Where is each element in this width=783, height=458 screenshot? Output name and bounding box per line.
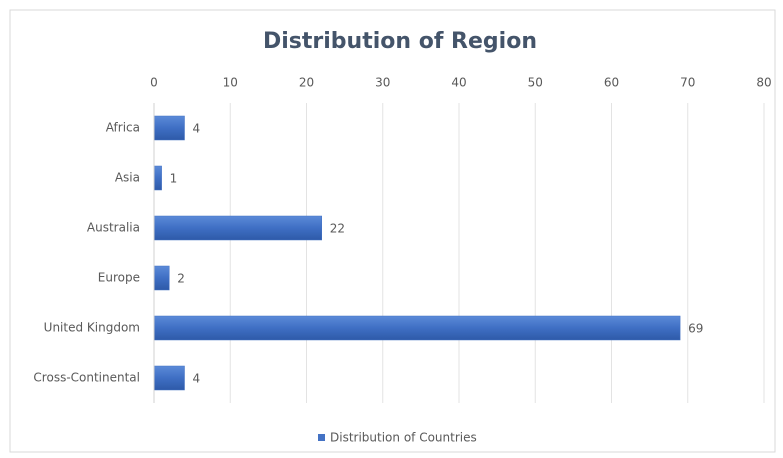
y-tick-label: Australia: [87, 221, 140, 235]
x-tick-label: 0: [150, 76, 158, 90]
data-label: 69: [688, 322, 703, 336]
bar: [153, 365, 185, 391]
bar: [153, 115, 185, 141]
bar: [153, 315, 681, 341]
y-tick-label: Europe: [98, 271, 140, 285]
legend-swatch: [318, 434, 325, 441]
data-label: 22: [330, 222, 345, 236]
y-tick-label: Africa: [106, 121, 140, 135]
x-tick-label: 60: [604, 76, 619, 90]
chart-frame: [9, 9, 776, 453]
data-label: 2: [177, 272, 185, 286]
x-tick-label: 80: [756, 76, 771, 90]
data-label: 1: [170, 172, 178, 186]
legend-label: Distribution of Countries: [330, 431, 477, 445]
data-label: 4: [193, 122, 201, 136]
x-tick-label: 20: [299, 76, 314, 90]
x-tick-label: 40: [451, 76, 466, 90]
y-tick-label: United Kingdom: [44, 321, 140, 335]
x-tick-label: 50: [528, 76, 543, 90]
chart-title: Distribution of Region: [263, 29, 537, 54]
bar: [153, 165, 162, 191]
bar: [153, 215, 322, 241]
x-tick-label: 70: [680, 76, 695, 90]
data-label: 4: [193, 372, 201, 386]
bar: [153, 265, 170, 291]
y-tick-label: Asia: [115, 171, 140, 185]
x-tick-label: 30: [375, 76, 390, 90]
x-tick-label: 10: [223, 76, 238, 90]
y-tick-label: Cross-Continental: [33, 371, 140, 385]
